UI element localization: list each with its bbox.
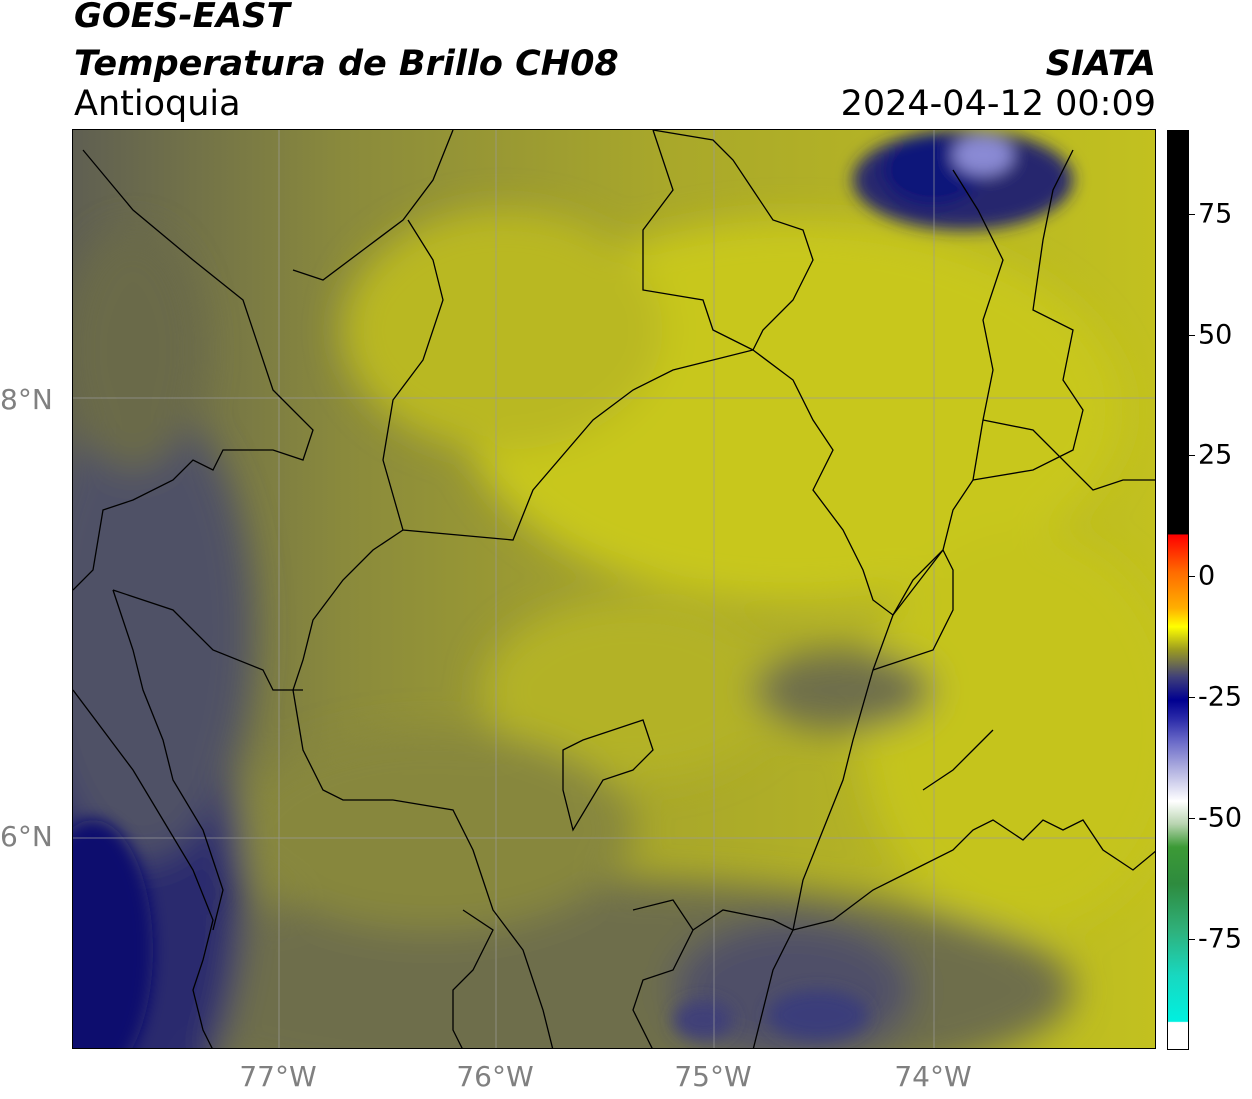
product-title: GOES-EAST	[74, 0, 290, 36]
colorbar-tick	[1189, 576, 1195, 577]
colorbar-label-0: 0	[1198, 560, 1216, 592]
colorbar-tick	[1189, 455, 1195, 456]
lat-label-8n: 8°N	[0, 383, 53, 416]
colorbar-tick	[1189, 335, 1195, 336]
boundaries	[73, 130, 1155, 1048]
lon-label-77w: 77°W	[239, 1060, 317, 1093]
colorbar-label-neg50: -50	[1198, 802, 1243, 834]
colorbar-label-75: 75	[1198, 198, 1233, 230]
colorbar-label-neg25: -25	[1198, 681, 1243, 713]
agency-label: SIATA	[1045, 44, 1156, 84]
datetime-label: 2024-04-12 00:09	[840, 84, 1156, 124]
colorbar-tick	[1189, 697, 1195, 698]
region-label: Antioquia	[74, 84, 241, 124]
colorbar-label-neg75: -75	[1198, 923, 1243, 955]
colorbar-label-50: 50	[1198, 319, 1233, 351]
cold-cloud-tops	[73, 130, 1073, 1048]
product-subtitle: Temperatura de Brillo CH08	[74, 44, 619, 84]
lon-label-76w: 76°W	[456, 1060, 534, 1093]
satellite-map	[72, 129, 1156, 1049]
colorbar-tick	[1189, 939, 1195, 940]
graticule	[73, 130, 1155, 1048]
colorbar-tick	[1189, 818, 1195, 819]
colorbar-label-25: 25	[1198, 439, 1233, 471]
colorbar-tick	[1189, 214, 1195, 215]
lon-label-74w: 74°W	[894, 1060, 972, 1093]
lat-label-6n: 6°N	[0, 820, 53, 853]
lon-label-75w: 75°W	[674, 1060, 752, 1093]
colorbar	[1167, 130, 1189, 1050]
